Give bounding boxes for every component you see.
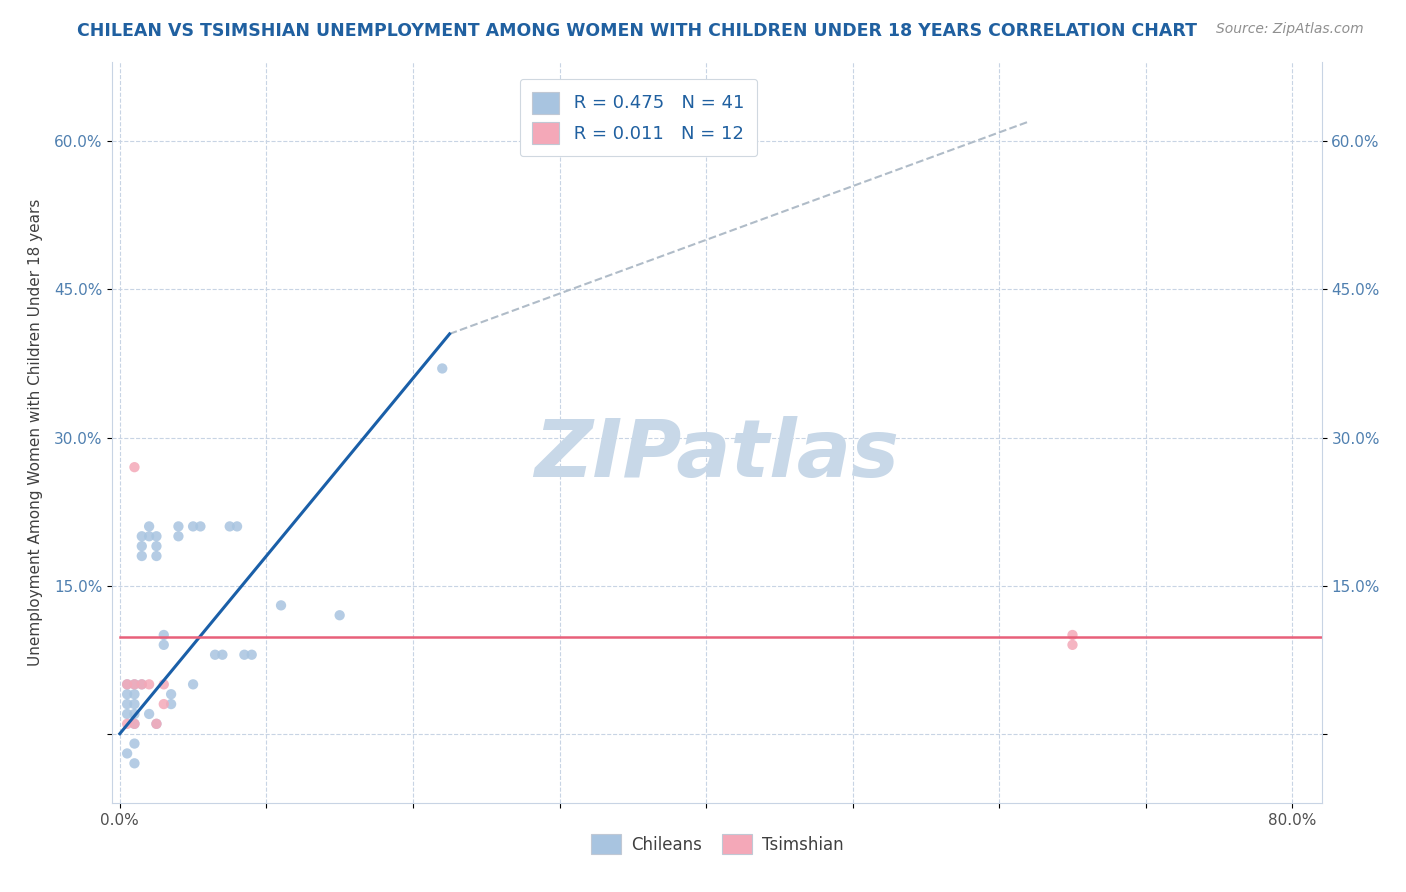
Point (124, 716, 146, 731)
Point (181, 519, 204, 533)
Point (152, 638, 174, 652)
Point (124, 756, 146, 771)
Y-axis label: Unemployment Among Women with Children Under 18 years: Unemployment Among Women with Children U… (28, 199, 44, 666)
Point (115, 677, 138, 691)
Point (432, 361, 454, 376)
Legend: Chileans, Tsimshian: Chileans, Tsimshian (583, 828, 851, 861)
Point (211, 648, 233, 662)
Point (190, 519, 212, 533)
Point (152, 677, 174, 691)
Point (124, 687, 146, 701)
Point (233, 648, 256, 662)
Point (240, 648, 263, 662)
Point (204, 648, 226, 662)
Point (124, 697, 146, 711)
Point (138, 519, 160, 533)
Text: ZIPatlas: ZIPatlas (534, 416, 900, 494)
Point (226, 519, 249, 533)
Point (1062, 638, 1084, 652)
Point (115, 747, 138, 761)
Point (138, 677, 160, 691)
Point (115, 716, 138, 731)
Point (115, 677, 138, 691)
Point (138, 529, 160, 543)
Point (124, 706, 146, 721)
Point (131, 677, 153, 691)
Point (131, 539, 153, 553)
Point (145, 549, 167, 563)
Point (138, 706, 160, 721)
Point (160, 687, 183, 701)
Point (329, 608, 352, 623)
Point (115, 697, 138, 711)
Point (145, 716, 167, 731)
Point (115, 687, 138, 701)
Point (124, 716, 146, 731)
Point (152, 697, 174, 711)
Text: CHILEAN VS TSIMSHIAN UNEMPLOYMENT AMONG WOMEN WITH CHILDREN UNDER 18 YEARS CORRE: CHILEAN VS TSIMSHIAN UNEMPLOYMENT AMONG … (77, 22, 1198, 40)
Point (124, 677, 146, 691)
Point (181, 677, 204, 691)
Text: Source: ZipAtlas.com: Source: ZipAtlas.com (1216, 22, 1364, 37)
Point (167, 519, 190, 533)
Point (124, 460, 146, 475)
Point (131, 677, 153, 691)
Point (124, 737, 146, 751)
Point (218, 519, 240, 533)
Point (131, 549, 153, 563)
Point (124, 677, 146, 691)
Point (270, 599, 292, 613)
Point (152, 628, 174, 642)
Point (115, 706, 138, 721)
Point (145, 539, 167, 553)
Point (131, 529, 153, 543)
Point (145, 716, 167, 731)
Point (160, 697, 183, 711)
Point (1062, 628, 1084, 642)
Point (145, 529, 167, 543)
Point (167, 529, 190, 543)
